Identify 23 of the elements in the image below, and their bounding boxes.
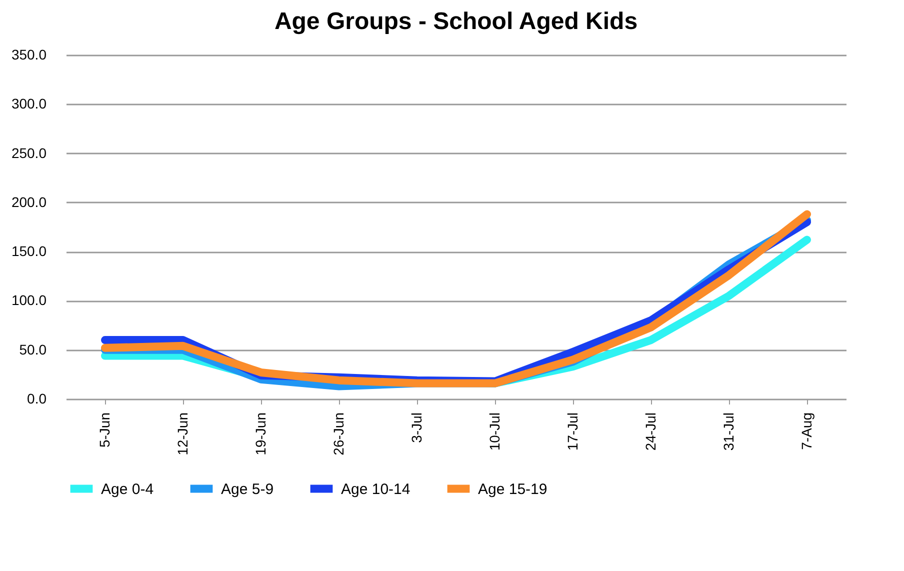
x-tick-label: 19-Jun bbox=[252, 412, 268, 456]
x-tick-label: 31-Jul bbox=[720, 412, 736, 451]
x-tick-label: 10-Jul bbox=[486, 412, 502, 451]
y-tick-label: 100.0 bbox=[11, 292, 47, 308]
chart-title: Age Groups - School Aged Kids bbox=[274, 8, 638, 35]
x-tick-label: 12-Jun bbox=[174, 412, 190, 456]
y-tick-label: 300.0 bbox=[11, 96, 47, 112]
y-tick-label: 200.0 bbox=[11, 194, 47, 210]
x-tick-label: 7-Aug bbox=[798, 412, 814, 450]
legend-label: Age 10-14 bbox=[341, 480, 410, 498]
y-tick-label: 50.0 bbox=[19, 341, 47, 358]
x-tick-label: 24-Jul bbox=[642, 412, 658, 451]
x-tick-label: 5-Jun bbox=[96, 412, 112, 448]
x-tick-label: 17-Jul bbox=[564, 412, 580, 451]
legend-label: Age 5-9 bbox=[221, 480, 274, 498]
x-tick-label: 26-Jun bbox=[330, 412, 346, 456]
y-tick-label: 350.0 bbox=[11, 46, 47, 62]
y-tick-label: 250.0 bbox=[11, 144, 47, 161]
legend-label: Age 0-4 bbox=[101, 480, 154, 498]
legend-label: Age 15-19 bbox=[478, 480, 548, 498]
x-tick-label: 3-Jul bbox=[408, 412, 424, 443]
y-tick-label: 150.0 bbox=[11, 243, 47, 260]
y-tick-label: 0.0 bbox=[27, 390, 47, 406]
